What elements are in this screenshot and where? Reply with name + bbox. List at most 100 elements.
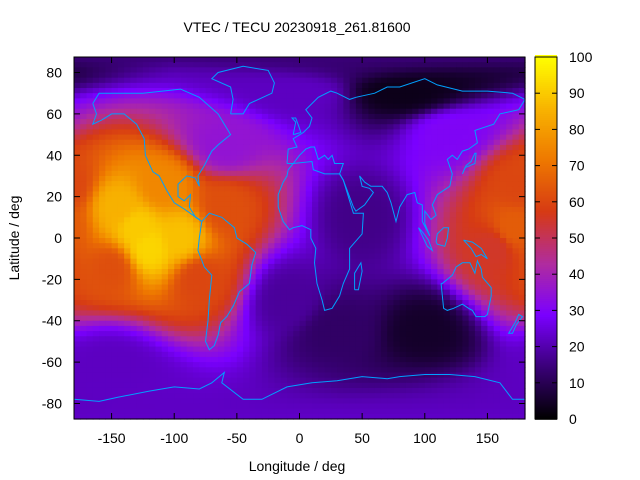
- heatmap-cell: [224, 263, 232, 270]
- heatmap-cell: [493, 325, 501, 332]
- heatmap-cell: [286, 72, 294, 79]
- heatmap-cell: [487, 191, 495, 198]
- heatmap-cell: [105, 310, 113, 317]
- heatmap-cell: [518, 289, 526, 296]
- heatmap-cell: [337, 113, 344, 120]
- heatmap-cell: [205, 175, 213, 182]
- heatmap-cell: [130, 300, 138, 306]
- heatmap-cell: [324, 57, 332, 63]
- heatmap-cell: [493, 144, 501, 151]
- heatmap-cell: [481, 170, 489, 177]
- heatmap-cell: [99, 72, 106, 79]
- heatmap-cell: [155, 279, 163, 286]
- heatmap-cell: [199, 315, 207, 322]
- heatmap-cell: [362, 258, 369, 265]
- heatmap-cell: [437, 393, 445, 399]
- heatmap-cell: [387, 274, 395, 280]
- heatmap-cell: [481, 222, 489, 229]
- heatmap-cell: [349, 212, 357, 218]
- heatmap-cell: [424, 263, 432, 270]
- heatmap-cell: [99, 377, 106, 384]
- heatmap-cell: [424, 191, 432, 198]
- heatmap-cell: [443, 263, 451, 270]
- heatmap-cell: [149, 67, 157, 74]
- heatmap-cell: [349, 294, 357, 301]
- heatmap-cell: [236, 362, 244, 368]
- heatmap-cell: [230, 243, 238, 249]
- heatmap-cell: [193, 82, 200, 89]
- heatmap-cell: [456, 62, 463, 68]
- heatmap-cell: [167, 372, 175, 379]
- heatmap-cell: [431, 144, 438, 151]
- heatmap-cell: [405, 103, 413, 110]
- heatmap-cell: [468, 248, 476, 255]
- heatmap-cell: [280, 139, 288, 146]
- heatmap-cell: [456, 331, 463, 337]
- heatmap-cell: [343, 320, 351, 327]
- heatmap-cell: [124, 129, 131, 136]
- heatmap-cell: [312, 165, 319, 172]
- heatmap-cell: [431, 227, 438, 234]
- heatmap-cell: [387, 279, 395, 286]
- heatmap-cell: [199, 372, 207, 379]
- heatmap-cell: [499, 341, 507, 348]
- heatmap-cell: [499, 119, 507, 125]
- heatmap-cell: [249, 170, 257, 177]
- heatmap-cell: [236, 248, 244, 255]
- heatmap-cell: [249, 263, 257, 270]
- heatmap-cell: [499, 77, 507, 84]
- heatmap-cell: [268, 134, 276, 141]
- heatmap-cell: [218, 191, 225, 198]
- heatmap-cell: [506, 191, 514, 198]
- heatmap-cell: [456, 175, 463, 182]
- heatmap-cell: [399, 57, 407, 63]
- heatmap-cell: [86, 155, 94, 162]
- heatmap-cell: [193, 362, 200, 368]
- heatmap-cell: [205, 186, 213, 193]
- heatmap-cell: [236, 57, 244, 63]
- heatmap-cell: [518, 300, 526, 306]
- heatmap-cell: [149, 362, 157, 368]
- heatmap-cell: [337, 206, 344, 213]
- heatmap-cell: [299, 160, 307, 167]
- heatmap-cell: [343, 88, 351, 94]
- heatmap-cell: [393, 341, 401, 348]
- heatmap-cell: [324, 377, 332, 384]
- heatmap-cell: [318, 408, 326, 415]
- heatmap-cell: [224, 310, 232, 317]
- heatmap-cell: [155, 403, 163, 410]
- heatmap-cell: [86, 181, 94, 187]
- heatmap-cell: [399, 134, 407, 141]
- heatmap-cell: [243, 181, 250, 187]
- heatmap-cell: [117, 191, 125, 198]
- heatmap-cell: [249, 181, 257, 187]
- heatmap-cell: [167, 325, 175, 332]
- heatmap-cell: [249, 88, 257, 94]
- heatmap-cell: [506, 227, 514, 234]
- heatmap-cell: [180, 62, 188, 68]
- heatmap-cell: [449, 279, 457, 286]
- heatmap-cell: [355, 72, 363, 79]
- heatmap-cell: [506, 284, 514, 291]
- heatmap-cell: [280, 155, 288, 162]
- heatmap-cell: [468, 175, 476, 182]
- heatmap-cell: [399, 284, 407, 291]
- heatmap-cell: [92, 160, 100, 167]
- heatmap-cell: [318, 113, 326, 120]
- heatmap-cell: [174, 88, 182, 94]
- heatmap-cell: [261, 243, 269, 249]
- heatmap-cell: [261, 398, 269, 405]
- heatmap-cell: [80, 310, 88, 317]
- heatmap-cell: [349, 310, 357, 317]
- heatmap-cell: [337, 372, 344, 379]
- heatmap-cell: [312, 294, 319, 301]
- heatmap-cell: [380, 155, 388, 162]
- heatmap-cell: [218, 289, 225, 296]
- heatmap-cell: [243, 269, 250, 275]
- heatmap-cell: [437, 351, 445, 358]
- heatmap-cell: [236, 279, 244, 286]
- heatmap-cell: [487, 351, 495, 358]
- heatmap-cell: [449, 372, 457, 379]
- heatmap-cell: [412, 320, 420, 327]
- heatmap-cell: [493, 320, 501, 327]
